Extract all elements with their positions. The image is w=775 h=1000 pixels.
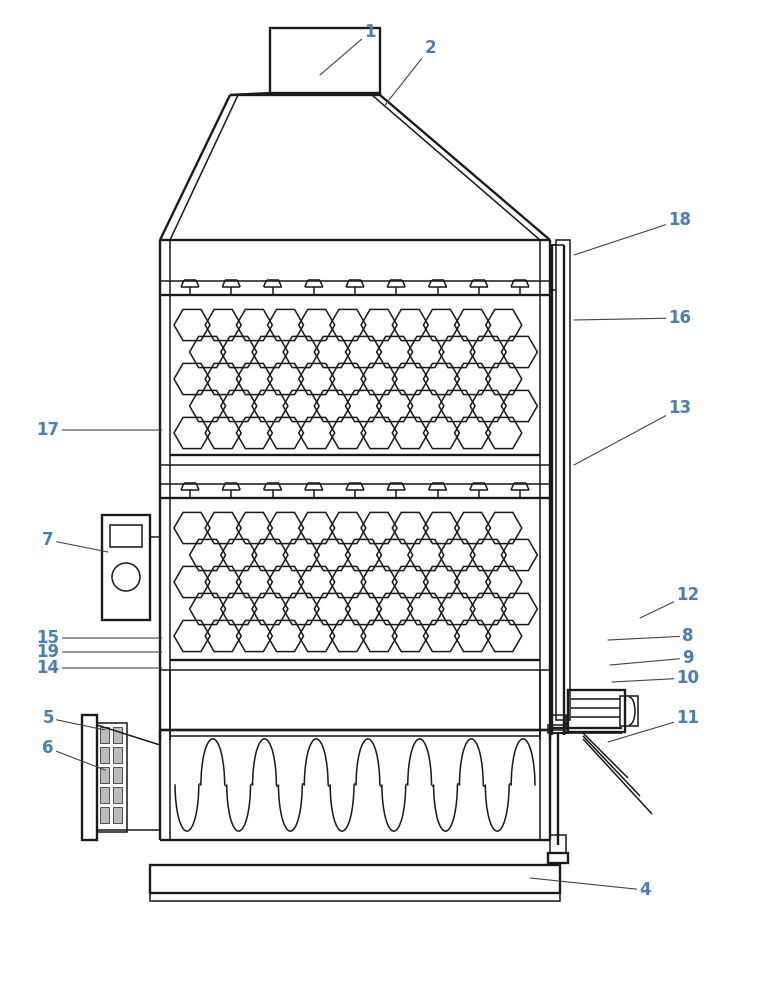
Bar — [270, 28, 380, 93]
Bar — [150, 893, 560, 901]
Bar — [548, 853, 568, 863]
Bar — [110, 525, 142, 547]
Text: 2: 2 — [385, 39, 436, 105]
Bar — [113, 767, 122, 783]
Bar — [150, 865, 560, 893]
Bar — [100, 747, 109, 763]
Text: 17: 17 — [36, 421, 162, 439]
Text: 8: 8 — [608, 627, 694, 645]
Bar — [100, 807, 109, 823]
Text: 10: 10 — [612, 669, 700, 687]
Bar — [97, 723, 127, 832]
Text: 5: 5 — [43, 709, 105, 730]
Text: 15: 15 — [36, 629, 162, 647]
Bar — [113, 787, 122, 803]
Bar — [550, 715, 566, 733]
Text: 19: 19 — [36, 643, 162, 661]
Bar — [556, 240, 570, 720]
Text: 16: 16 — [574, 309, 691, 327]
Text: 4: 4 — [530, 878, 651, 899]
Bar — [102, 515, 150, 620]
Bar — [100, 727, 109, 743]
Text: 18: 18 — [574, 211, 691, 255]
Bar — [620, 696, 638, 726]
Text: 6: 6 — [43, 739, 105, 770]
Bar — [113, 807, 122, 823]
Bar — [548, 725, 568, 733]
Text: 12: 12 — [640, 586, 700, 618]
Text: 7: 7 — [42, 531, 108, 552]
Bar — [100, 767, 109, 783]
Text: 11: 11 — [608, 709, 700, 742]
Bar — [100, 787, 109, 803]
Text: 1: 1 — [320, 23, 376, 75]
Bar — [568, 690, 625, 732]
Bar — [564, 717, 568, 723]
Bar — [82, 715, 97, 840]
Bar — [113, 747, 122, 763]
Text: 14: 14 — [36, 659, 162, 677]
Bar — [113, 727, 122, 743]
Bar — [550, 835, 566, 853]
Text: 9: 9 — [610, 649, 694, 667]
Text: 13: 13 — [574, 399, 691, 465]
